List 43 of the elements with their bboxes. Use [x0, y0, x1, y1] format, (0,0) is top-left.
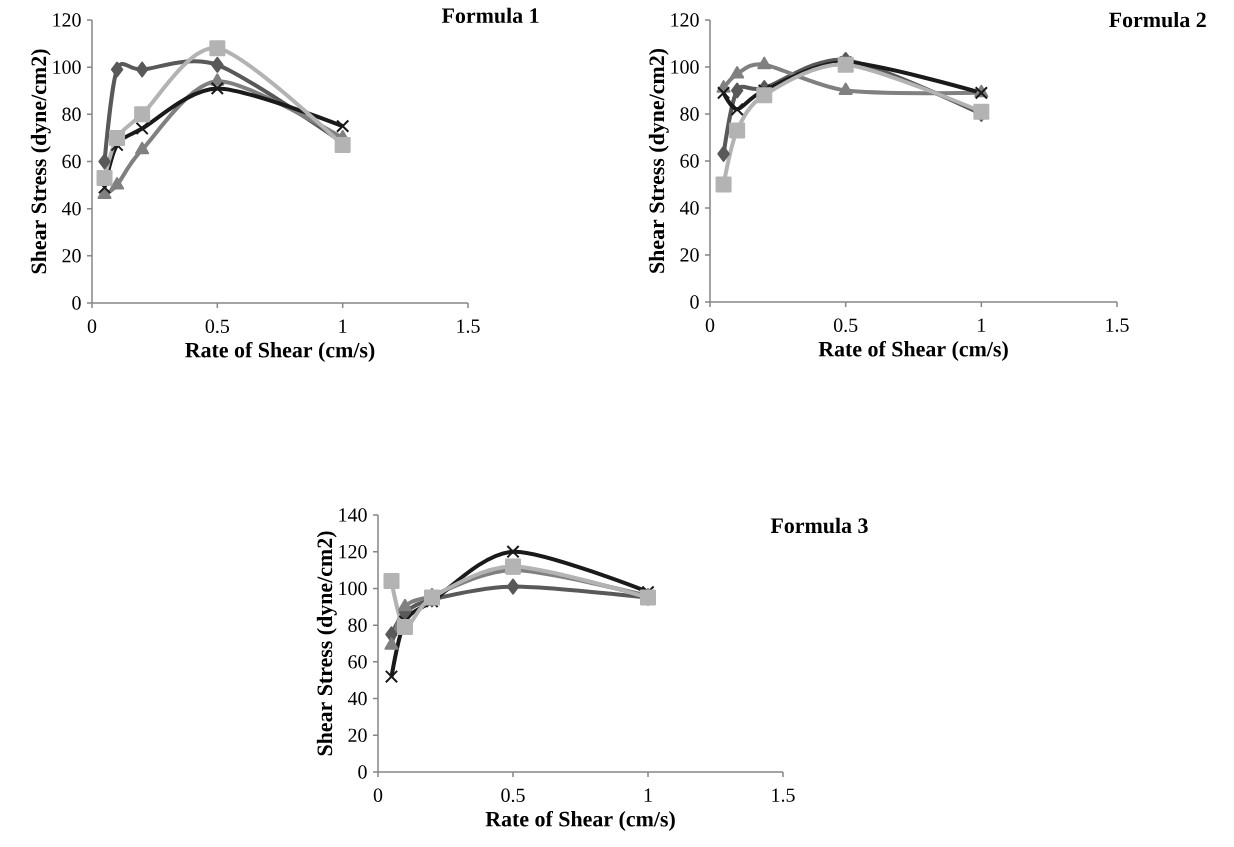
- y-axis-title: Shear Stress (dyne/cm2): [648, 48, 669, 273]
- y-tick-label: 140: [339, 508, 367, 522]
- x-axis-title: Rate of Shear (cm/s): [818, 340, 1008, 361]
- x-tick-label: 0.5: [833, 318, 858, 333]
- y-tick-label: 80: [62, 107, 81, 122]
- y-tick-label: 0: [358, 765, 367, 779]
- x-tick-label: 1.5: [772, 788, 795, 802]
- x-axis-title: Rate of Shear (cm/s): [485, 810, 675, 831]
- x-tick-label: 0: [705, 318, 715, 332]
- x-tick-label: 0: [373, 788, 383, 802]
- y-tick-label: 120: [339, 544, 367, 559]
- x-tick-label: 1: [339, 319, 347, 333]
- x-tick-label: 1: [644, 788, 652, 802]
- y-tick-label: 40: [679, 201, 699, 215]
- y-tick-label: 100: [53, 60, 81, 74]
- y-tick-label: 20: [680, 248, 699, 262]
- y-tick-label: 100: [339, 581, 367, 596]
- x-tick-label: 1.5: [1106, 318, 1129, 332]
- y-tick-label: 20: [348, 728, 367, 742]
- y-tick-label: 0: [690, 295, 699, 309]
- x-tick-label: 1.5: [457, 319, 480, 333]
- y-tick-label: 60: [680, 154, 699, 168]
- chart-title: Formula 2: [1109, 11, 1206, 28]
- x-axis-title: Rate of Shear (cm/s): [185, 341, 375, 362]
- y-tick-label: 60: [62, 154, 81, 169]
- y-tick-label: 120: [53, 13, 81, 27]
- y-tick-label: 0: [72, 296, 81, 310]
- y-axis-title: Shear Stress (dyne/cm2): [30, 49, 51, 274]
- x-tick-label: 0: [87, 319, 97, 333]
- y-tick-label: 80: [348, 618, 367, 632]
- y-tick-label: 40: [61, 201, 81, 216]
- y-tick-label: 60: [348, 655, 367, 669]
- x-tick-label: 0.5: [205, 319, 230, 334]
- y-tick-label: 20: [62, 249, 81, 263]
- y-tick-label: 120: [671, 13, 699, 27]
- x-tick-label: 0.5: [501, 788, 525, 803]
- x-tick-label: 1: [978, 318, 986, 332]
- chart-title: Formula 3: [770, 517, 868, 534]
- y-tick-label: 80: [680, 107, 699, 121]
- chart-title: Formula 1: [441, 7, 539, 24]
- y-axis-title: Shear Stress (dyne/cm2): [316, 531, 337, 756]
- y-tick-label: 40: [347, 691, 367, 706]
- y-tick-label: 100: [671, 60, 699, 74]
